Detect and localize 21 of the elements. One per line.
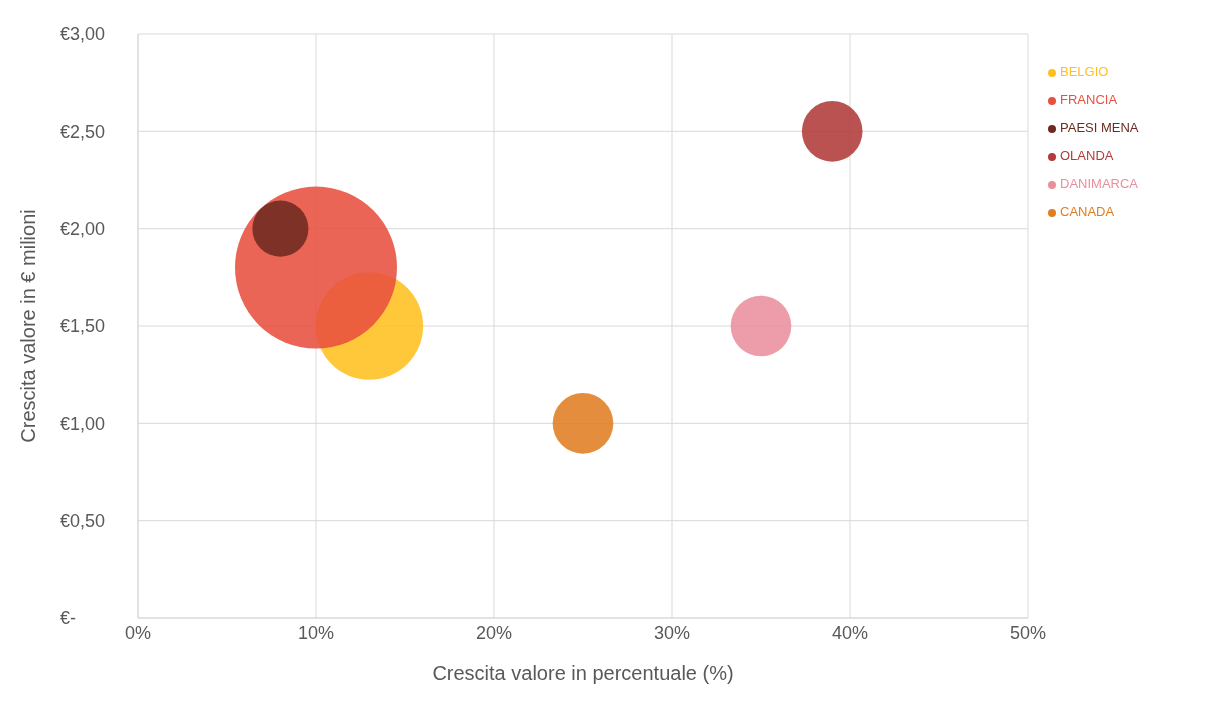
y-tick-label: €3,00 xyxy=(60,24,106,45)
y-tick-label: €0,50 xyxy=(60,511,106,532)
legend-label: BELGIO xyxy=(1060,64,1109,79)
y-tick-label: €2,00 xyxy=(60,219,106,240)
x-tick-label: 20% xyxy=(475,622,513,643)
legend-label: PAESI MENA xyxy=(1060,120,1139,135)
legend-label: FRANCIA xyxy=(1060,92,1118,107)
legend-label: DANIMARCA xyxy=(1060,176,1139,191)
y-tick-label: €2,50 xyxy=(60,121,106,142)
y-tick-label: €1,50 xyxy=(60,316,106,337)
x-tick-label: 0% xyxy=(124,622,152,643)
x-axis-title: Crescita valore in percentuale (%) xyxy=(432,662,734,684)
legend-label: CANADA xyxy=(1060,204,1115,219)
y-axis-title: Crescita valore in € milioni xyxy=(17,209,40,443)
y-tick-label: €1,00 xyxy=(60,413,106,434)
x-tick-label: 40% xyxy=(831,622,869,643)
x-tick-label: 10% xyxy=(297,622,335,643)
x-tick-label: 50% xyxy=(1009,622,1047,643)
y-tick-label: €- xyxy=(60,608,77,629)
x-tick-label: 30% xyxy=(653,622,691,643)
legend-label: OLANDA xyxy=(1060,148,1114,163)
